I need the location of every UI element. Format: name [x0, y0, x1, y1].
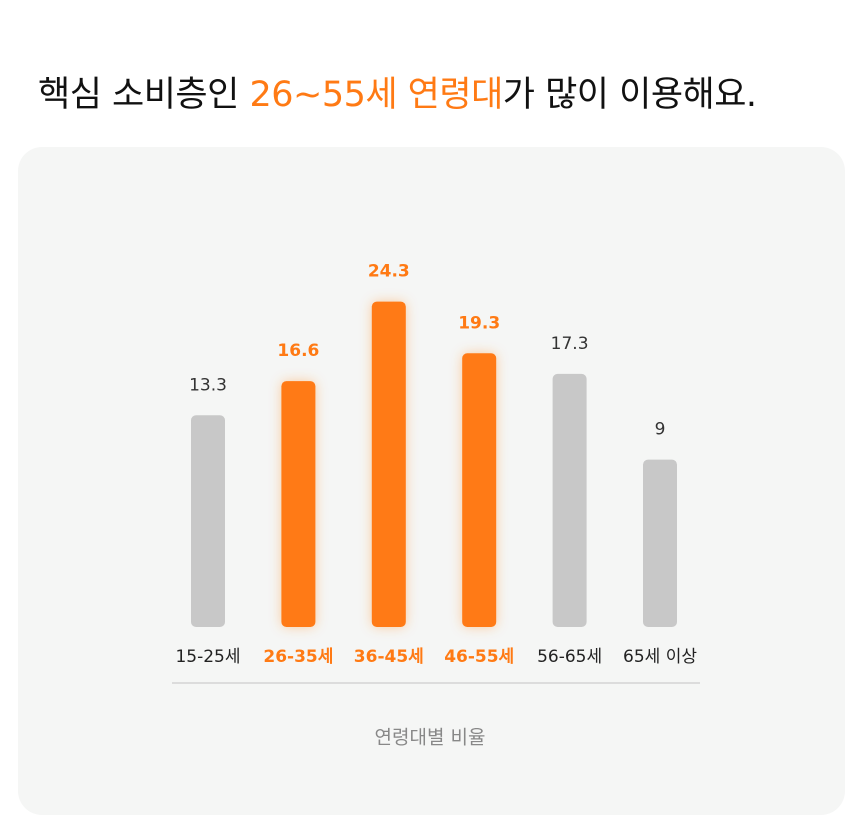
headline: 핵심 소비층인 26~55세 연령대가 많이 이용해요.	[38, 66, 757, 117]
bar	[462, 353, 497, 627]
value-label: 9	[655, 420, 666, 440]
value-label: 16.6	[277, 341, 319, 361]
bar	[281, 381, 316, 627]
x-tick-label: 65세 이상	[623, 647, 697, 667]
value-label: 13.3	[189, 375, 227, 395]
x-tick-label: 26-35세	[263, 647, 333, 667]
x-tick-label: 46-55세	[444, 647, 514, 667]
x-tick-label: 15-25세	[175, 647, 240, 667]
headline-highlight: 26~55세 연령대	[249, 75, 503, 115]
bar	[552, 373, 587, 627]
x-tick-label: 36-45세	[354, 647, 424, 667]
axis-title: 연령대별 비율	[375, 727, 486, 749]
value-label: 17.3	[551, 334, 589, 354]
headline-part: 핵심 소비층인	[38, 75, 250, 115]
bar	[371, 301, 406, 627]
bar	[191, 415, 225, 627]
bar	[643, 459, 677, 627]
value-label: 19.3	[458, 313, 500, 333]
x-tick-label: 56-65세	[537, 647, 602, 667]
headline-part: 가 많이 이용해요.	[502, 75, 757, 115]
card	[18, 147, 845, 815]
value-label: 24.3	[368, 262, 410, 282]
